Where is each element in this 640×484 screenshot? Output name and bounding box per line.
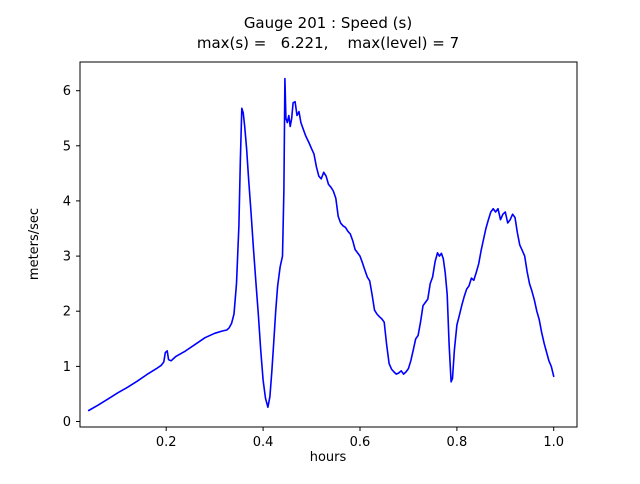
- y-tick-label: 5: [63, 139, 71, 154]
- x-tick-label: 0.6: [350, 435, 371, 450]
- plot-area: [79, 61, 578, 428]
- y-tick-label: 4: [63, 194, 71, 209]
- x-tick-label: 1.0: [543, 435, 564, 450]
- y-axis-label: meters/sec: [27, 208, 42, 280]
- chart-title: Gauge 201 : Speed (s): [244, 14, 412, 32]
- x-tick-label: 0.2: [156, 435, 177, 450]
- x-tick-label: 0.8: [447, 435, 468, 450]
- axes-ticks: 0.2 0.4 0.6 0.8 1.0 0 1 2 3 4 5 6: [63, 84, 564, 450]
- speed-line: [87, 77, 555, 412]
- y-tick-label: 1: [63, 360, 71, 375]
- y-tick-label: 2: [63, 305, 71, 320]
- chart-subtitle: max(s) = 6.221, max(level) = 7: [197, 34, 459, 52]
- y-tick-label: 6: [63, 84, 71, 99]
- y-tick-label: 3: [63, 250, 71, 265]
- x-tick-label: 0.4: [253, 435, 274, 450]
- y-tick-label: 0: [63, 415, 71, 430]
- x-axis-label: hours: [310, 450, 347, 465]
